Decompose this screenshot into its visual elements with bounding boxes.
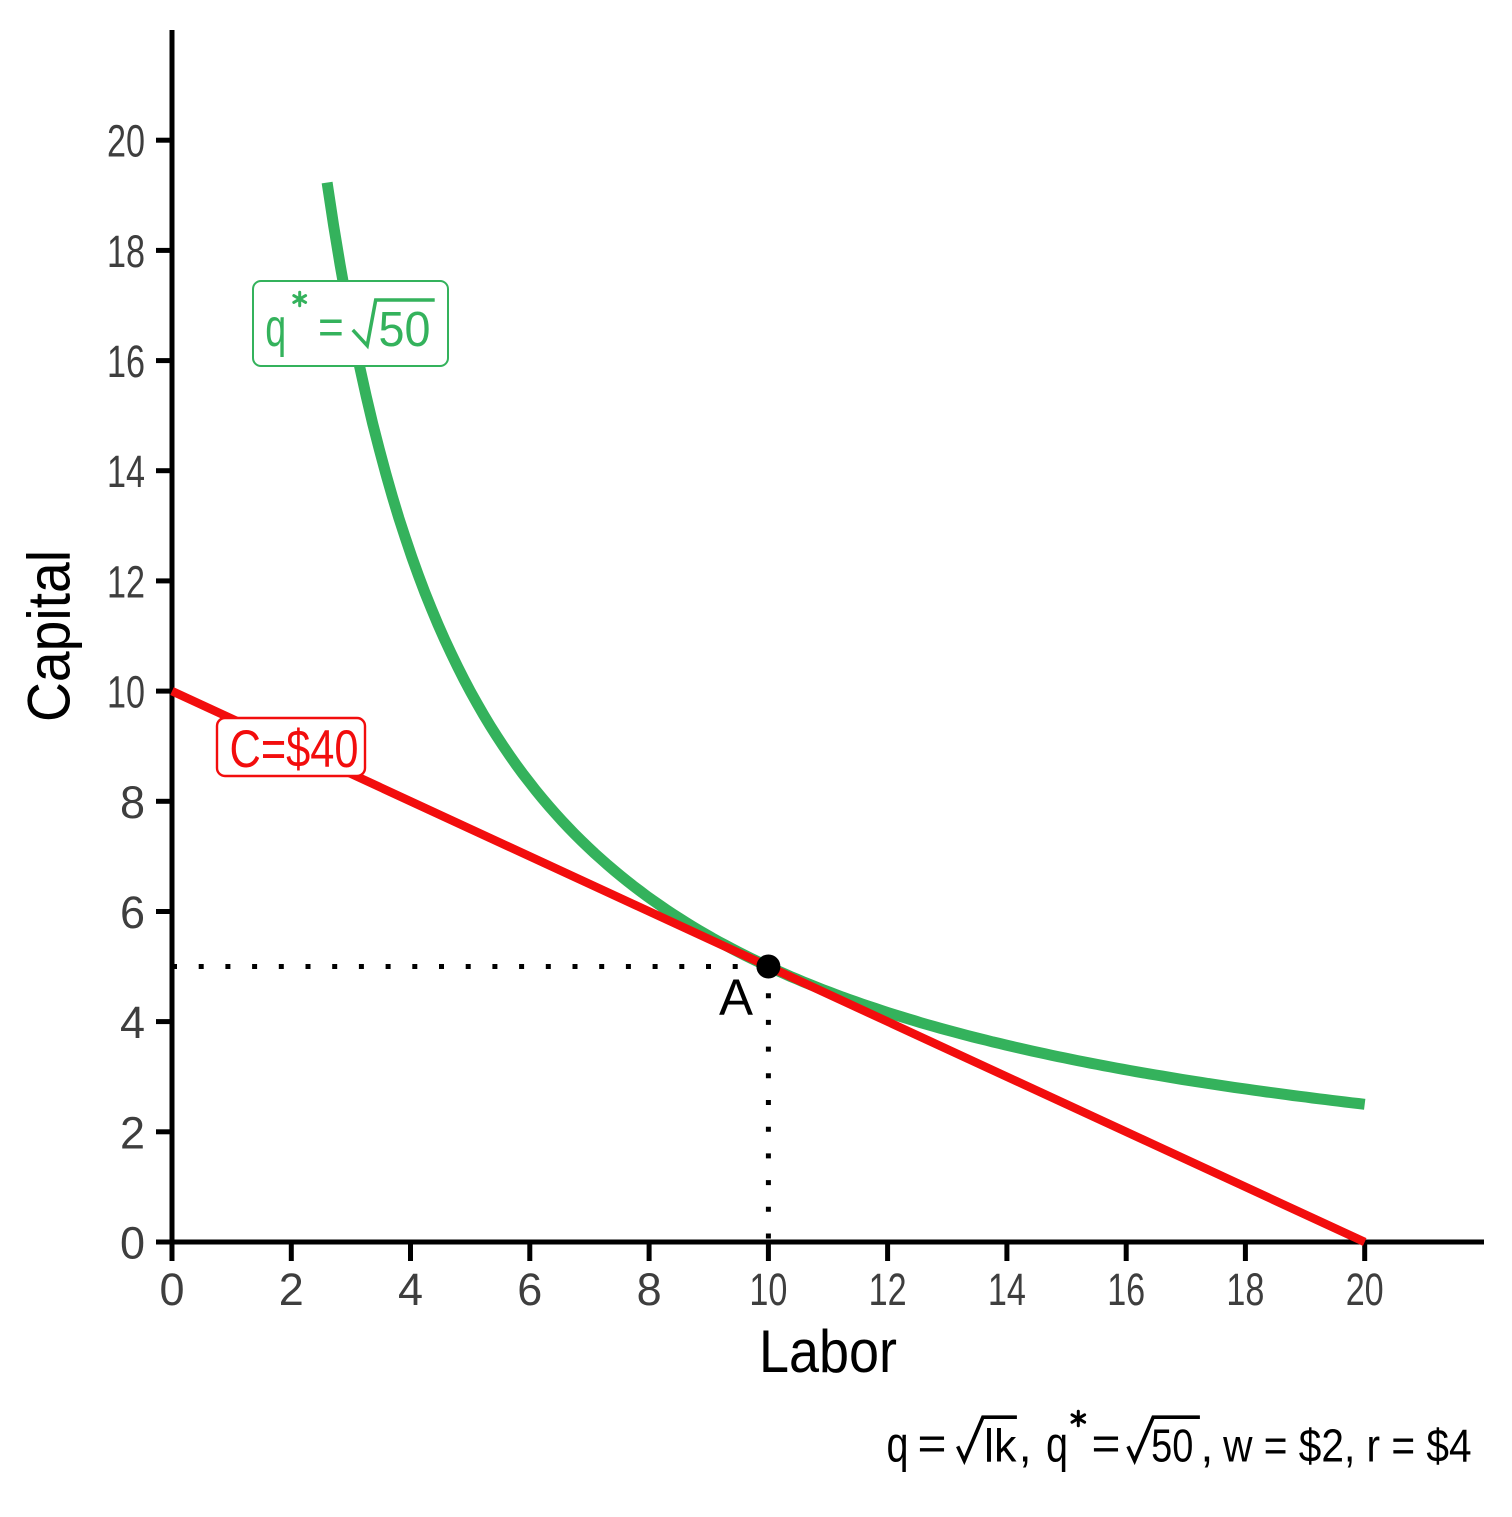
svg-text:Capital: Capital: [16, 550, 83, 722]
svg-text:6: 6: [517, 1264, 542, 1315]
svg-text:0: 0: [120, 1218, 145, 1269]
svg-text:,: ,: [1201, 1420, 1214, 1472]
svg-text:8: 8: [637, 1264, 662, 1315]
svg-text:10: 10: [749, 1264, 787, 1315]
svg-text:Labor: Labor: [759, 1318, 897, 1385]
svg-text:10: 10: [107, 667, 145, 718]
svg-text:18: 18: [1226, 1264, 1264, 1315]
svg-text:16: 16: [1107, 1264, 1145, 1315]
svg-text:,: ,: [1019, 1420, 1032, 1472]
svg-text:0: 0: [159, 1264, 184, 1315]
svg-text:q: q: [1046, 1417, 1068, 1473]
svg-text:50: 50: [1151, 1420, 1193, 1472]
svg-text:4: 4: [120, 997, 145, 1048]
svg-text:4: 4: [398, 1264, 423, 1315]
svg-text:8: 8: [120, 777, 145, 828]
svg-text:18: 18: [107, 226, 145, 277]
svg-text:2: 2: [120, 1107, 145, 1158]
svg-text:12: 12: [869, 1264, 907, 1315]
svg-text:12: 12: [107, 556, 145, 607]
svg-text:w = $2, r = $4: w = $2, r = $4: [1222, 1420, 1471, 1472]
svg-text:14: 14: [107, 446, 145, 497]
svg-text:2: 2: [279, 1264, 304, 1315]
svg-text:50: 50: [379, 303, 431, 357]
svg-text:q: q: [887, 1417, 909, 1473]
svg-text:20: 20: [107, 116, 145, 167]
svg-text:lk: lk: [984, 1420, 1017, 1472]
svg-text:A: A: [719, 969, 753, 1026]
svg-text:=: =: [918, 1418, 947, 1470]
svg-text:20: 20: [1346, 1264, 1384, 1315]
svg-text:C=$40: C=$40: [230, 720, 359, 779]
svg-text:6: 6: [120, 887, 145, 938]
svg-text:q: q: [265, 298, 286, 358]
svg-text:16: 16: [107, 336, 145, 387]
svg-text:=: =: [1092, 1418, 1121, 1470]
svg-text:=: =: [318, 301, 344, 355]
svg-text:14: 14: [988, 1264, 1026, 1315]
